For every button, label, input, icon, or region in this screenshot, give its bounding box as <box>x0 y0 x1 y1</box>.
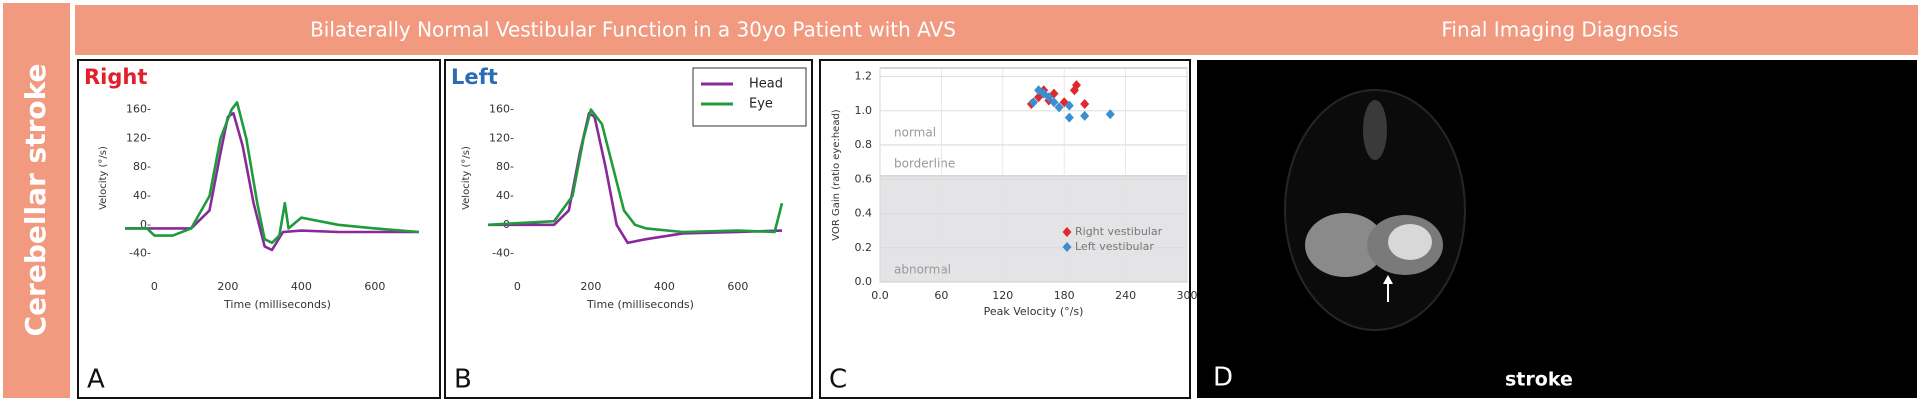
point <box>1105 109 1115 120</box>
point <box>1044 92 1054 103</box>
y-axis-label: VOR Gain (ratio eye:head) <box>831 109 842 241</box>
x-tick-label: 180 <box>1054 289 1075 302</box>
band-label: normal <box>894 126 936 140</box>
legend-label: Eye <box>749 97 773 112</box>
y-tick-label: -40- <box>492 247 514 260</box>
header-title: Final Imaging Diagnosis <box>1441 18 1678 42</box>
x-tick-label: 0 <box>514 280 521 293</box>
y-tick-label: -40- <box>129 247 151 260</box>
x-axis-label: Peak Velocity (°/s) <box>984 305 1084 318</box>
x-tick-label: 400 <box>291 280 312 293</box>
x-tick-label: 0.0 <box>871 289 889 302</box>
band-label: borderline <box>894 156 955 170</box>
x-tick-label: 600 <box>364 280 385 293</box>
y-tick-label: 0.2 <box>855 241 873 254</box>
y-tick-label: 120- <box>126 131 151 144</box>
band-label: abnormal <box>894 263 951 277</box>
panel-label: A <box>87 365 105 395</box>
point <box>1054 102 1064 113</box>
x-tick-label: 200 <box>217 280 238 293</box>
x-axis-label: Time (milliseconds) <box>223 298 331 311</box>
side-bar <box>3 3 70 398</box>
series-line <box>488 111 783 245</box>
panel-title: Left <box>451 65 498 89</box>
y-tick-label: 80- <box>496 160 514 173</box>
y-tick-label: 0.0 <box>855 275 873 288</box>
y-tick-label: 0.6 <box>855 172 873 185</box>
legend-box <box>692 67 807 127</box>
y-tick-label: 120- <box>489 131 514 144</box>
panel-label: C <box>829 365 847 395</box>
x-tick-label: 0 <box>151 280 158 293</box>
x-tick-label: 400 <box>654 280 675 293</box>
legend-swatch <box>1062 242 1072 252</box>
y-tick-label: 160- <box>489 103 514 116</box>
caption: stroke <box>1505 369 1573 391</box>
point <box>1064 112 1074 123</box>
band <box>879 144 1188 177</box>
side-label: Cerebellar stroke <box>19 64 52 337</box>
legend-swatch <box>1062 227 1072 237</box>
point <box>1064 100 1074 111</box>
point <box>1071 80 1081 91</box>
legend-label: Right vestibular <box>1075 225 1163 238</box>
y-tick-label: 80- <box>133 160 151 173</box>
series-line <box>487 108 784 234</box>
panel-title: Right <box>84 65 147 89</box>
y-tick-label: 1.2 <box>855 70 873 83</box>
series-line <box>125 111 419 252</box>
x-axis-label: Time (milliseconds) <box>586 298 694 311</box>
series-line <box>125 101 420 245</box>
x-tick-label: 120 <box>992 289 1013 302</box>
legend-label: Head <box>749 77 783 92</box>
lesion <box>1388 224 1432 260</box>
arrow-head <box>1383 275 1393 284</box>
y-axis-label: Velocity (°/s) <box>98 146 109 210</box>
point <box>1049 97 1059 108</box>
cerebellum <box>1305 213 1385 277</box>
y-tick-label: 160- <box>126 103 151 116</box>
x-tick-label: 240 <box>1115 289 1136 302</box>
band <box>879 175 1188 283</box>
x-tick-label: 300 <box>1177 289 1198 302</box>
y-tick-label: 40- <box>496 189 514 202</box>
x-tick-label: 600 <box>727 280 748 293</box>
header-title: Bilaterally Normal Vestibular Function i… <box>310 18 956 42</box>
x-tick-label: 200 <box>580 280 601 293</box>
legend-label: Left vestibular <box>1075 240 1154 253</box>
point <box>1029 97 1038 108</box>
structure <box>1363 100 1387 160</box>
y-tick-label: 0.4 <box>855 207 873 220</box>
panel-label: B <box>454 365 472 395</box>
header-bar <box>75 5 1918 55</box>
y-tick-label: 1.0 <box>855 104 873 117</box>
y-tick-label: 0- <box>140 218 151 231</box>
panel-label: D <box>1213 363 1233 393</box>
y-axis-label: Velocity (°/s) <box>461 146 472 210</box>
x-tick-label: 60 <box>934 289 948 302</box>
y-tick-label: 0.8 <box>855 138 873 151</box>
y-tick-label: 40- <box>133 189 151 202</box>
point <box>1080 110 1090 121</box>
image-panel: D stroke <box>1197 60 1917 398</box>
point <box>1080 98 1090 109</box>
